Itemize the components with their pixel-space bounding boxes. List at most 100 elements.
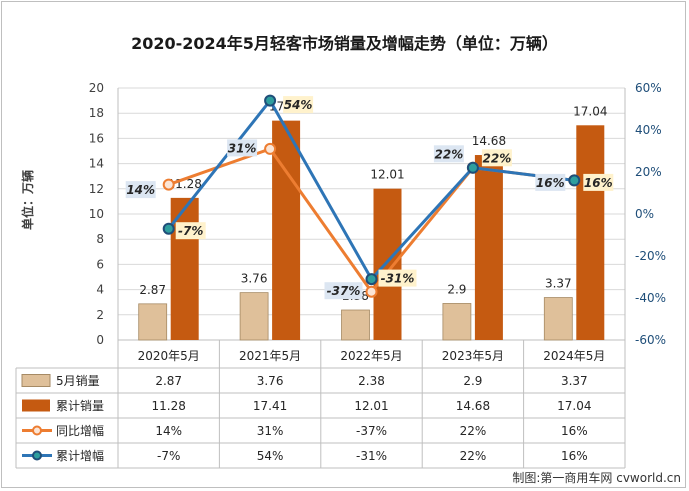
y-right-tick-label: 0% [635, 207, 654, 221]
table-row-label: 5月销量 [56, 374, 100, 388]
table-cell: 2.38 [358, 374, 385, 388]
bar-cumulative-label: 12.01 [370, 168, 404, 182]
y-right-tick-label: 20% [635, 165, 662, 179]
yoy-growth-label: 16% [535, 173, 566, 191]
y-left-tick-label: 4 [96, 283, 104, 297]
svg-text:-7%: -7% [178, 224, 203, 238]
legend-key-cum-growth-marker [32, 450, 42, 461]
y-left-tick-label: 8 [96, 232, 104, 246]
y-right-tick-label: -40% [635, 291, 666, 305]
cumulative-growth-point [568, 174, 581, 187]
table-cell: 31% [257, 424, 284, 438]
table-cell: 3.76 [257, 374, 284, 388]
table-cell: 12.01 [354, 399, 388, 413]
legend-key-monthly [21, 374, 51, 387]
x-tick-label: 2021年5月 [239, 349, 301, 363]
svg-text:16%: 16% [584, 176, 613, 190]
y-right-tick-label: -20% [635, 249, 666, 263]
legend-key-cumulative [22, 399, 50, 412]
table-row-label: 累计增幅 [56, 448, 104, 463]
svg-text:16%: 16% [536, 176, 565, 190]
cumulative-growth-label: 16% [583, 173, 614, 191]
table-cell: 14.68 [456, 399, 490, 413]
bar-monthly [239, 292, 269, 341]
table-cell: -7% [157, 449, 180, 463]
yoy-growth-point [264, 142, 277, 155]
bar-cumulative-label: 17.04 [573, 104, 607, 118]
cumulative-growth-label: 54% [283, 96, 314, 114]
table-cell: 17.41 [253, 399, 287, 413]
y-left-tick-label: 12 [89, 182, 104, 196]
y-left-tick-label: 6 [96, 257, 104, 271]
cumulative-growth-point [365, 273, 378, 286]
y-left-tick-label: 2 [96, 308, 104, 322]
y-left-tick-label: 10 [89, 207, 104, 221]
bar-cumulative [576, 125, 605, 341]
yoy-growth-label: 14% [125, 181, 156, 199]
table-cell: 17.04 [557, 399, 591, 413]
bar-monthly [543, 297, 573, 341]
cumulative-growth-point [466, 161, 479, 174]
bar-monthly [341, 309, 370, 341]
svg-text:14%: 14% [126, 183, 155, 197]
bar-monthly [442, 303, 472, 341]
bar-cumulative [474, 155, 503, 340]
table-cell: 54% [257, 449, 284, 463]
cumulative-growth-line [167, 99, 575, 281]
bar-cumulative [373, 188, 402, 340]
bar-monthly [138, 303, 168, 341]
yoy-growth-label: 22% [433, 145, 464, 163]
bar-monthly-label: 3.76 [241, 272, 268, 286]
table-row-label: 同比增幅 [56, 423, 104, 438]
y-left-tick-label: 20 [89, 81, 104, 95]
svg-text:31%: 31% [228, 141, 257, 155]
bar-monthly-label: 2.87 [139, 283, 166, 297]
source-credit: 制图:第一商用车网 cvworld.cn [512, 471, 681, 485]
table-cell: 16% [561, 449, 588, 463]
x-tick-label: 2022年5月 [340, 349, 402, 363]
cumulative-growth-label: -31% [378, 269, 417, 287]
cumulative-growth-label: -7% [175, 222, 206, 240]
bar-monthly-label: 2.9 [447, 282, 466, 296]
table-cell: 11.28 [152, 399, 186, 413]
table-cell: 14% [155, 424, 182, 438]
yoy-growth-label: -37% [324, 282, 363, 300]
svg-text:-31%: -31% [381, 272, 415, 286]
bar-monthly-label: 3.37 [545, 277, 572, 291]
table-row-label: 累计销量 [56, 399, 104, 413]
svg-text:22%: 22% [435, 147, 464, 161]
table-cell: 2.9 [463, 374, 482, 388]
y-right-tick-label: -60% [635, 333, 666, 347]
svg-text:54%: 54% [284, 98, 313, 112]
bar-cumulative-label: 14.68 [472, 134, 506, 148]
x-tick-label: 2023年5月 [442, 349, 504, 363]
table-cell: -37% [356, 424, 387, 438]
table-cell: 16% [561, 424, 588, 438]
yoy-growth-label: 31% [227, 139, 258, 157]
cumulative-growth-point [264, 94, 277, 107]
legend-key-yoy-marker [32, 425, 42, 436]
y-left-tick-label: 18 [89, 106, 104, 120]
table-cell: 3.37 [561, 374, 588, 388]
table-cell: 22% [460, 449, 487, 463]
x-tick-label: 2020年5月 [138, 349, 200, 363]
svg-text:22%: 22% [483, 151, 512, 165]
bar-cumulative-label: 11.28 [168, 177, 202, 191]
y-left-tick-label: 0 [96, 333, 104, 347]
table-cell: 22% [460, 424, 487, 438]
y-right-tick-label: 40% [635, 123, 662, 137]
chart-title: 2020-2024年5月轻客市场销量及增幅走势（单位：万辆） [131, 34, 558, 53]
y-left-tick-label: 16 [89, 131, 104, 145]
bar-cumulative [272, 120, 301, 340]
svg-text:-37%: -37% [327, 284, 361, 298]
x-tick-label: 2024年5月 [543, 349, 605, 363]
y-right-tick-label: 60% [635, 81, 662, 95]
yoy-growth-point [162, 178, 175, 191]
y-left-tick-label: 14 [89, 157, 104, 171]
yoy-growth-point [365, 285, 378, 298]
table-cell: -31% [356, 449, 387, 463]
cumulative-growth-point [162, 222, 175, 235]
table-cell: 2.87 [155, 374, 182, 388]
